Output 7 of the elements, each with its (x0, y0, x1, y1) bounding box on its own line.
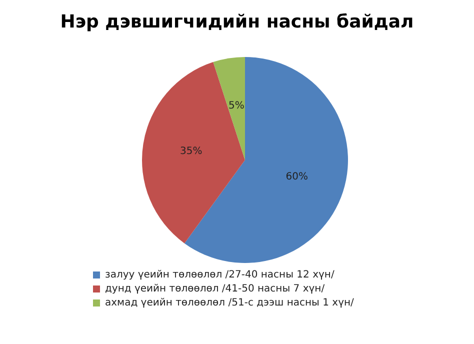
data-label: 60% (286, 171, 308, 182)
legend-label: ахмад үеийн төлөөлөл /51-с дээш насны 1 хүн/ (105, 298, 355, 308)
chart-title: Нэр дэвшигчидийн насны байдал (60, 12, 414, 32)
data-label: 35% (180, 146, 202, 157)
legend-label: залуу үеийн төлөөлөл /27-40 насны 12 хүн/ (105, 270, 335, 280)
data-label: 5% (228, 100, 244, 112)
legend-label: дунд үеийн төлөөлөл /41-50 насны 7 хүн/ (105, 284, 326, 294)
